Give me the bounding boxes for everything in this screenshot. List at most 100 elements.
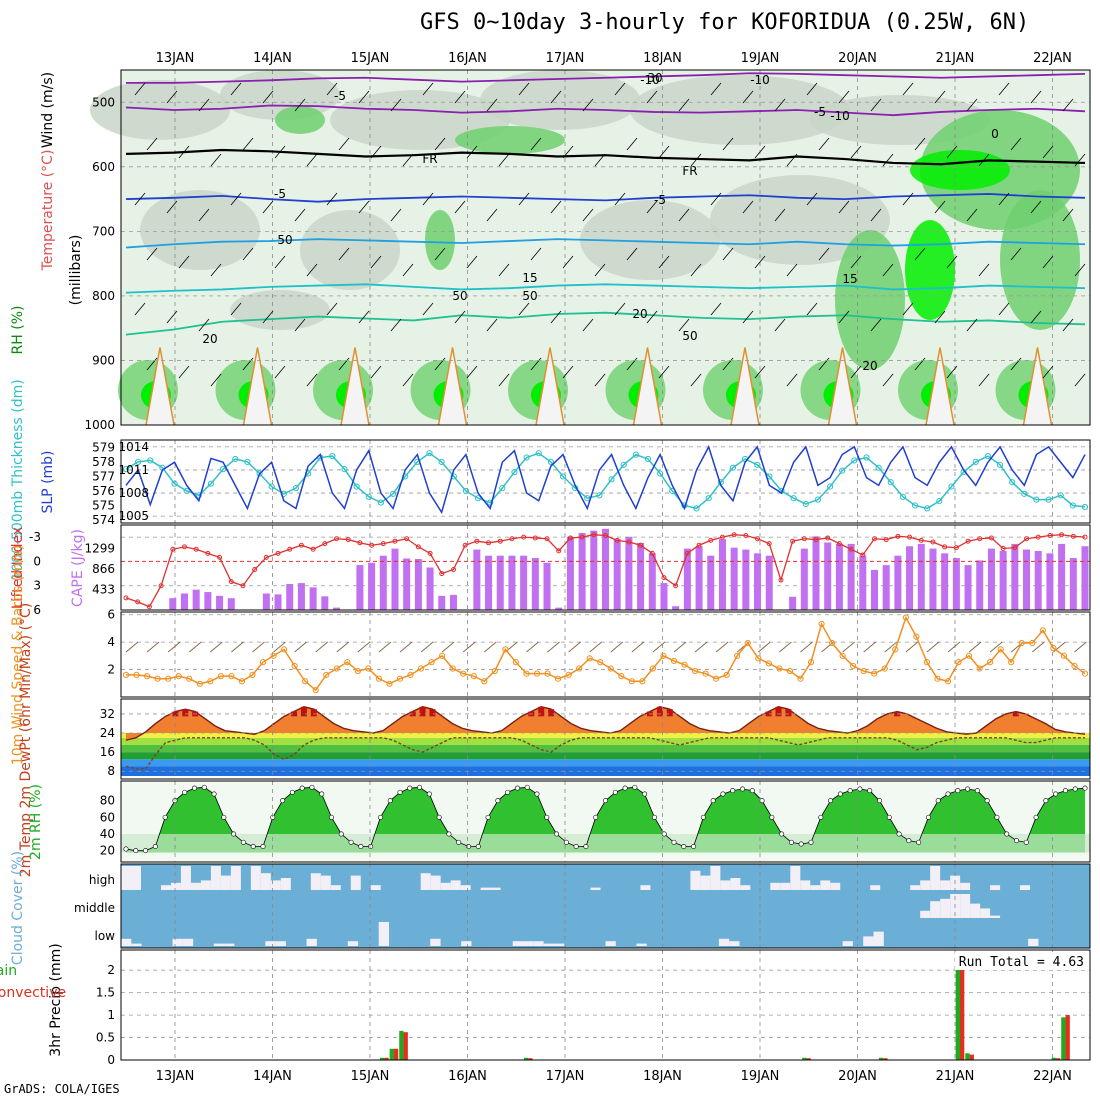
wind-barb (978, 263, 990, 277)
li-point (439, 571, 445, 577)
thickness-point (256, 470, 263, 477)
temp-peak (429, 709, 436, 717)
rh2m-point (906, 838, 912, 844)
li-point (1024, 536, 1030, 542)
rh2m-point (368, 843, 374, 849)
wind-barb (198, 318, 210, 332)
wind-barb (262, 310, 274, 324)
contour-label: 0 (991, 127, 999, 141)
precip-conv-bar (1065, 1015, 1070, 1060)
li-point (825, 535, 831, 541)
rh2m-point (123, 846, 129, 852)
rh2m-point (965, 786, 971, 792)
rh2m-point (681, 843, 687, 849)
wind10m-point (765, 660, 772, 667)
cape-bar (578, 533, 586, 610)
wind10m-point (828, 639, 836, 647)
cape-bar (180, 593, 188, 610)
li-point (848, 546, 854, 552)
ylabel-total-rain: Total / Rain (0, 963, 17, 979)
wind10m-point (186, 675, 193, 682)
cape_li-frame (120, 524, 1091, 611)
li-point (719, 534, 725, 540)
temp-peak (548, 709, 555, 717)
li-point (918, 537, 924, 543)
rh2m-point (700, 814, 706, 820)
li-point (287, 546, 293, 552)
li-point (614, 537, 620, 543)
contour-label: -5 (334, 89, 346, 103)
thickness-point (474, 495, 482, 502)
cape-bar (742, 549, 750, 610)
rh2m-point (994, 814, 1000, 820)
cape-bar (613, 539, 621, 610)
rh2m-point (309, 784, 315, 790)
cape-bar (894, 555, 902, 610)
wind-barb (166, 90, 178, 104)
wind10m-point (755, 655, 762, 662)
rh2m-point (505, 789, 511, 795)
wind-barb (594, 263, 606, 277)
wind10m-point (987, 659, 994, 666)
boundary-layer-spike (730, 347, 760, 426)
wind10m-point (544, 670, 551, 677)
thickness-tick: 577 (92, 469, 115, 483)
wind-barb (402, 153, 414, 167)
cape-bar (169, 598, 177, 610)
li-point (404, 536, 410, 542)
wind10m-point (628, 678, 635, 685)
rh2m-point (133, 848, 139, 854)
rh-region (910, 150, 1010, 190)
wind-barb (690, 263, 702, 277)
thickness-point (875, 464, 882, 471)
wind10m-barb (209, 641, 223, 653)
temp-peak (1012, 711, 1019, 717)
cape-bar (917, 543, 925, 610)
rh2m-point (348, 839, 354, 845)
wind10m-barb (146, 641, 160, 653)
cloud-bar-high (1020, 885, 1031, 890)
isotherm-line (125, 193, 1086, 203)
wind10m-barb (715, 641, 729, 653)
rh2m-point (847, 788, 853, 794)
wind10m-barb (989, 641, 1003, 653)
li-point (649, 550, 655, 556)
wind-barb (230, 82, 242, 96)
contour-label: FR (422, 152, 437, 166)
wind-barb (934, 200, 946, 214)
wind10m-point (871, 670, 878, 677)
rh2m-point (465, 843, 471, 849)
wind10m-barb (652, 641, 666, 653)
precip-total-bar (955, 952, 961, 1060)
temp-peak (291, 711, 298, 717)
thickness-point (1069, 502, 1076, 509)
cloud-bar-high (210, 866, 221, 890)
wind-barb (518, 82, 530, 96)
slp-line (125, 444, 1086, 515)
wind10m-point (375, 675, 383, 682)
cloud-bar-high (260, 873, 271, 890)
rh2m-point (828, 798, 834, 804)
cape-bar (976, 560, 984, 610)
contour-label: 20 (862, 359, 877, 373)
wind10m-point (576, 665, 583, 672)
rh2m-point (475, 843, 481, 849)
rh2m-point (250, 843, 256, 849)
temp-tick: 24 (100, 726, 115, 740)
rh-region (580, 200, 720, 280)
rh2m-point (1023, 839, 1029, 845)
li-point (766, 541, 772, 547)
wind10m-point (165, 675, 172, 682)
contour-label: 20 (202, 332, 217, 346)
rh2m-point (1053, 791, 1059, 797)
run-total-label: Run Total = 4.63 (959, 955, 1084, 970)
wind10m-point (207, 678, 214, 685)
cape-bar (637, 542, 645, 610)
cape-bar (520, 555, 528, 610)
wind10m-point (491, 667, 498, 675)
precip-total-bar (1051, 1057, 1056, 1060)
li-point (450, 567, 456, 573)
wind-barb (530, 357, 542, 371)
cloud-bar-middle (990, 915, 1001, 918)
temp-peak (765, 711, 772, 717)
